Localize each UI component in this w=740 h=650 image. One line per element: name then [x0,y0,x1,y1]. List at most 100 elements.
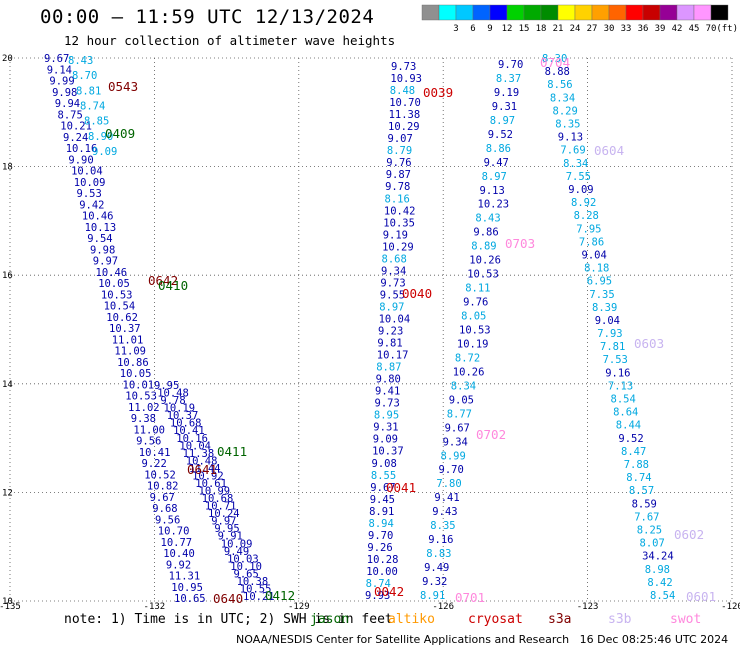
wave-height-label: 10.26 [469,255,501,267]
wave-height-label: 9.07 [388,133,413,145]
wave-height-label: 10.24 [208,508,240,520]
wave-height-label: 9.04 [582,250,607,262]
wave-height-label: 8.11 [465,283,490,295]
wave-height-label: 8.18 [584,263,609,275]
lat-tick-label: 10 [2,597,13,607]
wave-height-label: 9.78 [160,395,185,407]
pass-label: 0412 [265,588,295,603]
legend-label: 33 [621,24,632,34]
wave-height-label: 8.88 [545,66,570,78]
wave-height-label: 7.81 [600,341,625,353]
wave-height-label: 9.32 [422,576,447,588]
wave-height-label: 9.90 [68,154,93,166]
wave-height-label: 10.03 [227,553,259,565]
wave-height-label: 11.38 [183,448,215,460]
wave-height-label: 10.93 [390,73,422,85]
wave-height-label: 8.86 [486,143,511,155]
credit-text: NOAA/NESDIS Center for Satellite Applica… [236,633,570,646]
wave-height-label: 6.95 [587,276,612,288]
pass-label: 0042 [374,584,404,599]
wave-height-label: 10.46 [82,211,114,223]
wave-height-label: 9.76 [463,297,488,309]
pass-label: 0703 [505,236,535,251]
wave-height-label: 8.83 [426,548,451,560]
wave-height-label: 9.73 [380,277,405,289]
wave-height-label: 8.05 [461,311,486,323]
source-cryosat: cryosat [468,612,523,627]
wave-height-label: 8.25 [637,525,662,537]
wave-height-label: 7.55 [566,171,591,183]
wave-height-label: 10.70 [158,526,190,538]
wave-height-label: 9.19 [383,229,408,241]
footer-timestamp: 16 Dec 08:25:46 UTC 2024 [579,633,729,646]
wave-height-label: 10.65 [174,593,206,605]
pass-label: 0701 [455,590,485,605]
pass-label: 0041 [386,480,416,495]
wave-height-label: 9.13 [480,185,505,197]
wave-height-label: 8.99 [441,450,466,462]
legend-label: 21 [553,24,564,34]
wave-height-label: 9.93 [365,590,390,602]
wave-height-label: 8.97 [490,115,515,127]
wave-height-label: 10.41 [139,447,171,459]
wave-height-label: 9.04 [595,315,620,327]
wave-height-label: 10.99 [199,486,231,498]
wave-height-label: 8.90 [88,131,113,143]
wave-height-label: 10.53 [101,289,133,301]
legend-unit: (ft) [716,24,738,34]
wave-height-label: 10.38 [237,576,269,588]
wave-height-label: 9.94 [55,98,80,110]
wave-height-label: 8.55 [371,470,396,482]
wave-height-label: 9.81 [377,338,402,350]
wave-height-label: 8.59 [632,498,657,510]
wave-height-label: 9.80 [376,374,401,386]
wave-height-label: 10.10 [230,561,262,573]
wave-height-label: 9.34 [443,436,468,448]
wave-height-label: 11.09 [114,346,146,358]
pass-label: 0040 [402,286,432,301]
legend-label: 30 [604,24,615,34]
legend-label: 36 [638,24,649,34]
wave-height-label: 10.86 [117,357,149,369]
page-subtitle: 12 hour collection of altimeter wave hei… [64,33,396,48]
wave-height-label: 10.40 [163,548,195,560]
wave-height-label: 10.41 [173,425,205,437]
wave-height-label: 9.97 [93,256,118,268]
wave-height-label: 9.16 [428,534,453,546]
page-title: 00:00 – 11:59 UTC 12/13/2024 [40,6,375,28]
wave-height-label: 8.44 [616,420,641,432]
wave-height-label: 8.54 [611,394,636,406]
wave-height-label: 9.13 [558,132,583,144]
wave-height-label: 9.38 [131,413,156,425]
wave-height-label: 10.48 [186,455,218,467]
wave-height-map: -135 -132 -129 -126 -123 -120 20 18 16 14 12 10 9.67… [0,53,740,610]
wave-height-label: 9.97 [211,516,236,528]
wave-height-label: 10.01 [123,379,155,391]
wave-height-label: 8.92 [571,197,596,209]
wave-height-label: 8.57 [629,485,654,497]
wave-height-label: 10.04 [379,314,411,326]
wave-height-label: 8.81 [76,85,101,97]
wave-height-label: 7.13 [608,380,633,392]
wave-height-label: 8.35 [430,520,455,532]
pass-label: 0603 [634,336,664,351]
wave-height-label: 10.82 [147,481,179,493]
pass-label: 0604 [594,143,624,158]
wave-height-label: 9.56 [155,514,180,526]
wave-height-label: 8.56 [547,79,572,91]
lon-tick-label: -129 [288,602,310,610]
legend-label: 6 [470,24,475,34]
pass-label: 0640 [213,591,243,606]
wave-height-label: 10.04 [71,166,103,178]
wave-height-label: 9.23 [378,326,403,338]
wave-height-label: 10.55 [240,584,272,596]
wave-height-label: 9.68 [152,503,177,515]
wave-height-label: 11.01 [112,334,144,346]
wave-height-label: 9.54 [87,233,112,245]
pass-label: 0642 [148,273,178,288]
wave-height-label: 9.53 [77,188,102,200]
wave-height-label: 8.77 [447,408,472,420]
legend-label: 18 [536,24,547,34]
lon-tick-label: -132 [144,602,166,610]
legend-label: 27 [587,24,598,34]
